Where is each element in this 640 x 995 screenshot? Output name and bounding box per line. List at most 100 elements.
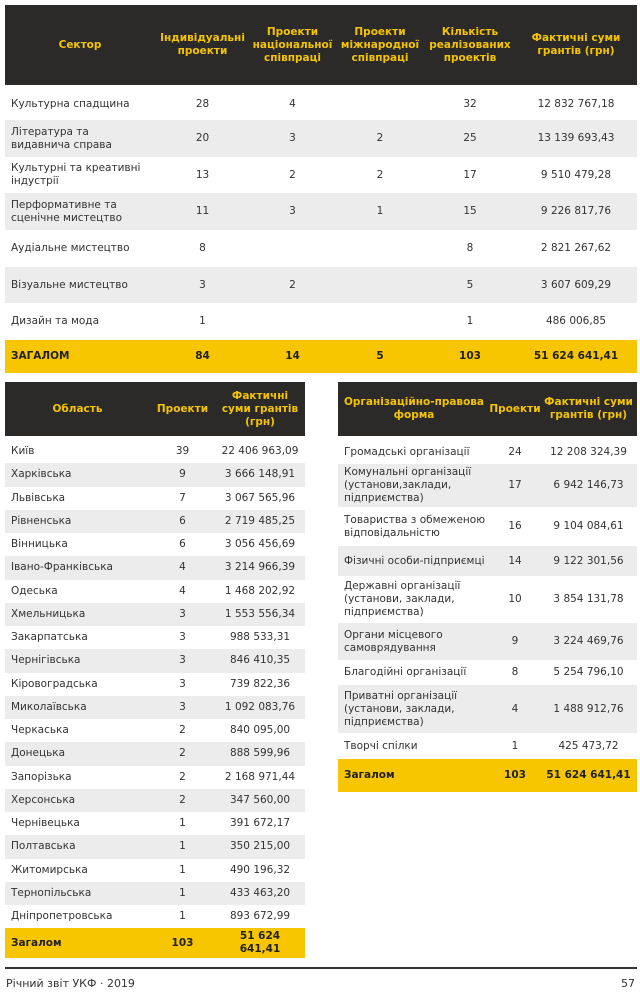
cell-value: 3 214 966,39 bbox=[224, 561, 296, 574]
row-bg bbox=[5, 120, 637, 157]
row-label: Державні організації (установи, заклади,… bbox=[344, 580, 461, 618]
row-bg bbox=[5, 463, 305, 487]
cell-value: 1 bbox=[179, 817, 186, 830]
row-label: Чернівецька bbox=[11, 817, 80, 830]
row-bg bbox=[5, 230, 637, 267]
row-label: Товариства з обмеженою відповідальністю bbox=[344, 513, 486, 539]
cell-value: 1 bbox=[376, 205, 384, 217]
cell-value: 5 254 796,10 bbox=[553, 666, 624, 678]
row-label: Література та видавнича справа bbox=[11, 125, 112, 151]
cell-value: 2 bbox=[376, 168, 384, 181]
cell-value: 20 bbox=[195, 132, 210, 144]
cell-value: 11 bbox=[195, 205, 210, 217]
total-bg bbox=[5, 928, 305, 959]
cell-value: 6 942 146,73 bbox=[553, 479, 624, 491]
cell-value: 846 410,35 bbox=[229, 654, 291, 667]
cell-value: 3 224 469,76 bbox=[553, 635, 624, 647]
cell-value: 3 bbox=[179, 631, 186, 644]
cell-value: 2 168 971,44 bbox=[224, 770, 296, 783]
row-label: Комунальні організації (установи,заклади… bbox=[344, 466, 472, 504]
total-value: 84 bbox=[195, 350, 210, 362]
footer-rule bbox=[5, 967, 637, 969]
row-label: Перформативне та сценічне мистецтво bbox=[11, 198, 122, 224]
column-header: Кількість реалізованих проектів bbox=[429, 25, 511, 64]
cell-value: 2 bbox=[179, 747, 186, 760]
total-value: 14 bbox=[285, 350, 300, 362]
row-label: Харківська bbox=[11, 468, 72, 481]
cell-value: 3 067 565,96 bbox=[224, 491, 296, 504]
cell-value: 13 bbox=[195, 168, 210, 181]
row-label: Аудіальне мистецтво bbox=[11, 242, 130, 254]
cell-value: 1 488 912,76 bbox=[553, 702, 624, 715]
cell-value: 16 bbox=[508, 520, 522, 532]
cell-value: 988 533,31 bbox=[229, 631, 291, 644]
total-label: ЗАГАЛОМ bbox=[11, 350, 70, 362]
cell-value: 425 473,72 bbox=[558, 739, 619, 752]
cell-value: 1 bbox=[179, 886, 186, 899]
row-bg bbox=[338, 685, 637, 733]
column-header: Організаційно-правова форма bbox=[343, 396, 485, 421]
row-label: Візуальне мистецтво bbox=[11, 278, 128, 291]
row-bg bbox=[5, 193, 637, 230]
cell-value: 8 bbox=[466, 242, 474, 254]
row-bg bbox=[5, 695, 305, 719]
column-header: Фактичні суми грантів (грн) bbox=[531, 32, 621, 57]
cell-value: 840 095,00 bbox=[229, 724, 291, 737]
row-bg bbox=[338, 464, 637, 507]
cell-value: 1 bbox=[179, 910, 186, 923]
row-label: Культурні та креативні індустрії bbox=[11, 162, 141, 187]
cell-value: 2 bbox=[179, 724, 186, 737]
cell-value: 2 bbox=[289, 278, 296, 291]
cell-value: 350 215,00 bbox=[229, 840, 291, 853]
row-label: Миколаївська bbox=[11, 700, 87, 713]
row-label: Черкаська bbox=[11, 724, 69, 737]
cell-value: 9 104 084,61 bbox=[553, 520, 624, 532]
row-bg bbox=[5, 509, 305, 533]
cell-value: 3 bbox=[179, 607, 186, 620]
row-label: Херсонська bbox=[11, 793, 76, 806]
row-bg bbox=[338, 440, 637, 464]
row-bg bbox=[338, 623, 637, 660]
row-label: Хмельницька bbox=[11, 607, 86, 620]
row-label: Творчі спілки bbox=[344, 739, 418, 752]
cell-value: 22 406 963,09 bbox=[221, 445, 299, 458]
cell-value: 3 bbox=[289, 205, 296, 217]
total-label: Загалом bbox=[11, 936, 62, 949]
cell-value: 3 bbox=[289, 132, 296, 144]
row-bg bbox=[338, 733, 637, 759]
cell-value: 9 122 301,56 bbox=[553, 554, 624, 567]
cell-value: 4 bbox=[179, 561, 186, 574]
page-number: 57 bbox=[621, 977, 635, 990]
cell-value: 28 bbox=[195, 97, 210, 110]
cell-value: 4 bbox=[511, 702, 519, 715]
row-bg bbox=[5, 88, 637, 120]
cell-value: 17 bbox=[463, 168, 477, 181]
column-header: Фактичні суми грантів (грн) bbox=[221, 389, 299, 428]
column-header: Область bbox=[52, 402, 103, 415]
cell-value: 25 bbox=[463, 132, 477, 144]
cell-value: 1 468 202,92 bbox=[224, 584, 296, 597]
cell-value: 39 bbox=[175, 445, 190, 458]
column-header: Індивідуальні проекти bbox=[160, 32, 245, 57]
cell-value: 3 607 609,29 bbox=[540, 278, 612, 291]
row-label: Фізичні особи-підприємці bbox=[344, 554, 485, 567]
cell-value: 6 bbox=[179, 538, 186, 551]
cell-value: 5 bbox=[466, 278, 474, 291]
row-label: Івано-Франківська bbox=[11, 561, 113, 574]
cell-value: 13 139 693,43 bbox=[537, 132, 615, 144]
row-bg bbox=[5, 556, 305, 580]
cell-value: 433 463,20 bbox=[229, 886, 291, 899]
cell-value: 9 bbox=[511, 635, 519, 647]
row-label: Львівська bbox=[11, 491, 66, 504]
cell-value: 893 672,99 bbox=[229, 910, 291, 923]
row-bg bbox=[5, 649, 305, 673]
row-bg bbox=[5, 765, 305, 789]
column-header: Сектор bbox=[58, 38, 102, 51]
row-label: Приватні організації (установи, заклади,… bbox=[344, 689, 458, 728]
cell-value: 347 560,00 bbox=[229, 793, 291, 806]
row-bg bbox=[5, 719, 305, 743]
cell-value: 12 832 767,18 bbox=[537, 97, 615, 110]
column-header: Проекти bbox=[489, 402, 541, 415]
row-label: Закарпатська bbox=[11, 631, 88, 644]
